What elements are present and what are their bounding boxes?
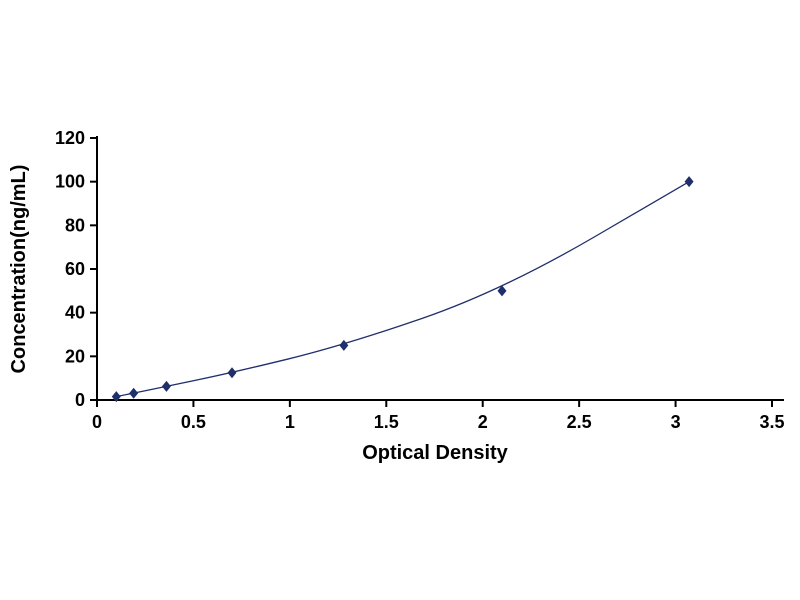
- y-axis-label: Concentration(ng/mL): [8, 165, 30, 374]
- x-tick-label: 0.5: [181, 412, 206, 432]
- data-point-marker: [339, 339, 349, 351]
- x-axis-label: Optical Density: [362, 442, 508, 464]
- y-tick-label: 0: [75, 390, 85, 410]
- data-point-marker: [227, 367, 237, 379]
- data-point-marker: [161, 380, 171, 392]
- data-point-marker: [497, 285, 507, 297]
- series-line: [116, 181, 690, 398]
- x-tick-label: 2: [478, 412, 488, 432]
- data-point-marker: [111, 391, 121, 403]
- data-point-marker: [129, 387, 139, 399]
- x-tick-label: 0: [92, 412, 102, 432]
- y-tick-label: 40: [65, 303, 85, 323]
- x-tick-label: 1: [285, 412, 295, 432]
- x-tick-label: 2.5: [567, 412, 592, 432]
- chart-plot-area: 0 20 40 60 80 100 120 0 0.5 1 1.5 2 2.5 3 3.5: [55, 128, 785, 432]
- y-tick-label: 80: [65, 215, 85, 235]
- data-point-marker: [684, 176, 694, 188]
- x-tick-label: 3: [671, 412, 681, 432]
- y-tick-label: 60: [65, 259, 85, 279]
- y-tick-label: 100: [55, 172, 85, 192]
- x-tick-label: 1.5: [374, 412, 399, 432]
- y-tick-label: 20: [65, 346, 85, 366]
- y-tick-label: 120: [55, 128, 85, 148]
- x-tick-label: 3.5: [759, 412, 784, 432]
